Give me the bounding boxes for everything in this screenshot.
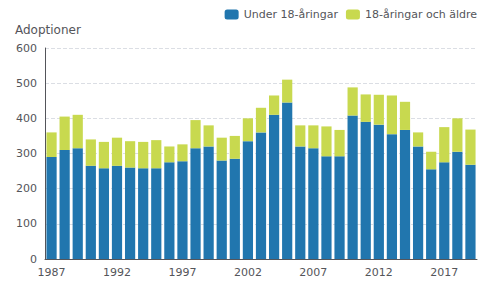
svg-text:300: 300 bbox=[16, 147, 37, 160]
svg-text:Under 18-åringar: Under 18-åringar bbox=[244, 8, 339, 21]
svg-text:1992: 1992 bbox=[103, 266, 131, 279]
svg-text:400: 400 bbox=[16, 112, 37, 125]
svg-text:2017: 2017 bbox=[430, 266, 458, 279]
svg-text:2002: 2002 bbox=[234, 266, 262, 279]
svg-text:1997: 1997 bbox=[168, 266, 196, 279]
svg-text:200: 200 bbox=[16, 182, 37, 195]
svg-text:0: 0 bbox=[30, 253, 37, 266]
svg-text:18-åringar och äldre: 18-åringar och äldre bbox=[365, 8, 477, 21]
svg-text:2007: 2007 bbox=[299, 266, 327, 279]
svg-text:2012: 2012 bbox=[365, 266, 393, 279]
svg-text:Adoptioner: Adoptioner bbox=[15, 23, 81, 37]
svg-text:500: 500 bbox=[16, 77, 37, 90]
svg-text:100: 100 bbox=[16, 217, 37, 230]
svg-text:600: 600 bbox=[16, 42, 37, 55]
svg-text:1987: 1987 bbox=[38, 266, 66, 279]
